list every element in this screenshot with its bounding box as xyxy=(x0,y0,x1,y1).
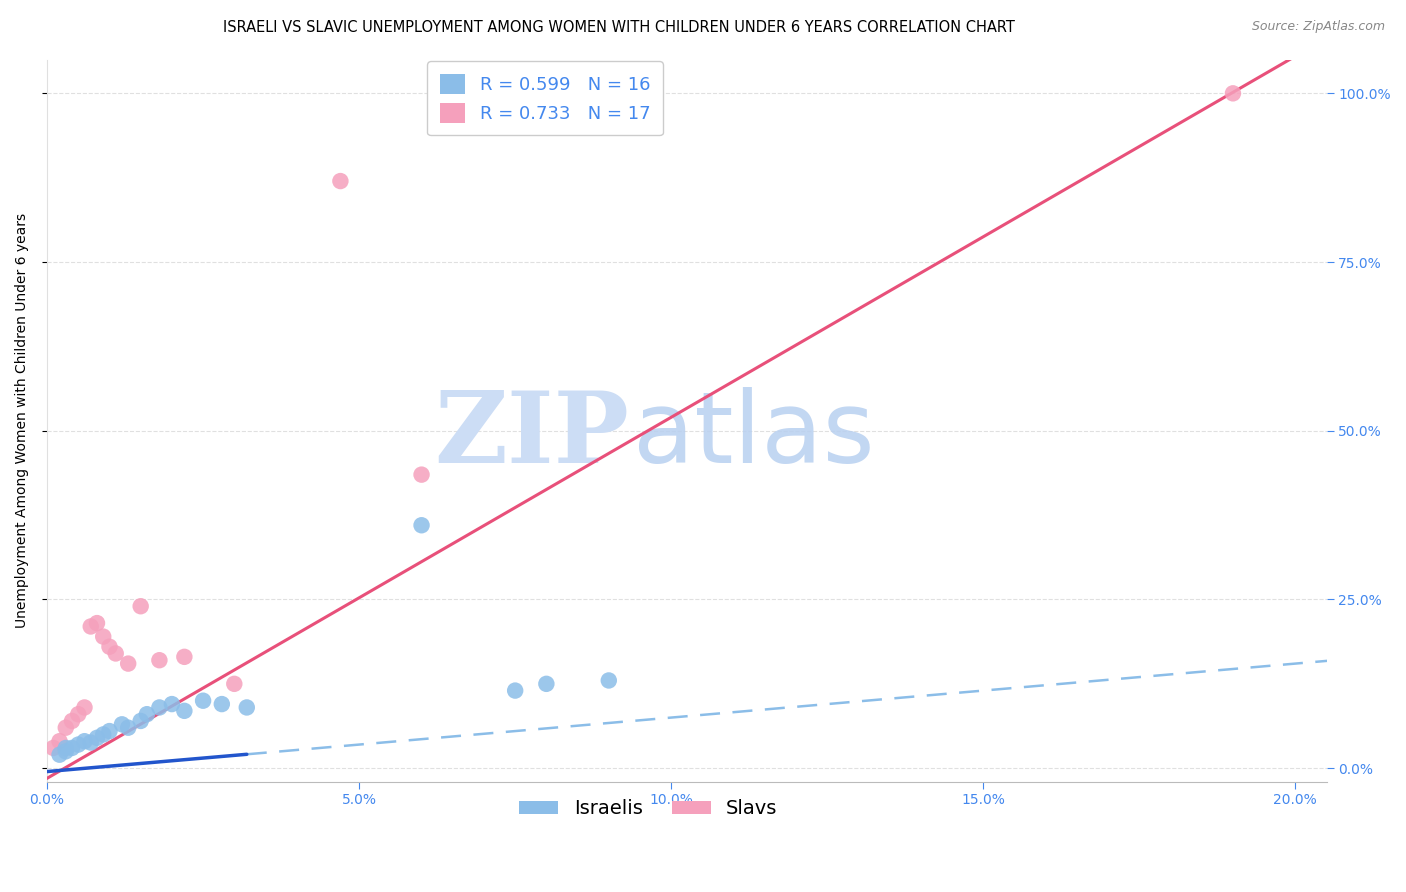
Point xyxy=(503,683,526,698)
Text: ISRAELI VS SLAVIC UNEMPLOYMENT AMONG WOMEN WITH CHILDREN UNDER 6 YEARS CORRELATI: ISRAELI VS SLAVIC UNEMPLOYMENT AMONG WOM… xyxy=(222,20,1015,35)
Point xyxy=(236,700,259,714)
Point xyxy=(80,735,103,749)
Point xyxy=(60,714,83,728)
Point xyxy=(117,721,139,735)
Point xyxy=(48,734,70,748)
Point xyxy=(211,697,233,711)
Point xyxy=(86,616,108,631)
Point xyxy=(224,677,246,691)
Point xyxy=(48,747,70,762)
Point xyxy=(129,714,152,728)
Point xyxy=(148,653,170,667)
Point xyxy=(98,724,121,739)
Point xyxy=(129,599,152,614)
Point xyxy=(135,707,157,722)
Point xyxy=(117,657,139,671)
Point xyxy=(55,744,77,758)
Point xyxy=(1222,87,1244,101)
Text: ZIP: ZIP xyxy=(434,386,630,483)
Point xyxy=(536,677,558,691)
Point xyxy=(80,619,103,633)
Point xyxy=(411,467,433,482)
Legend: Israelis, Slavs: Israelis, Slavs xyxy=(512,791,786,826)
Point xyxy=(60,741,83,756)
Y-axis label: Unemployment Among Women with Children Under 6 years: Unemployment Among Women with Children U… xyxy=(15,213,30,628)
Text: Source: ZipAtlas.com: Source: ZipAtlas.com xyxy=(1251,20,1385,33)
Point xyxy=(191,694,214,708)
Point xyxy=(598,673,620,688)
Point xyxy=(55,741,77,756)
Point xyxy=(55,721,77,735)
Point xyxy=(86,731,108,745)
Point xyxy=(42,741,65,756)
Point xyxy=(173,649,195,664)
Point xyxy=(73,734,96,748)
Point xyxy=(67,707,90,722)
Point xyxy=(160,697,183,711)
Text: atlas: atlas xyxy=(633,386,875,483)
Point xyxy=(104,647,127,661)
Point xyxy=(173,704,195,718)
Point xyxy=(98,640,121,654)
Point xyxy=(73,700,96,714)
Point xyxy=(67,738,90,752)
Point xyxy=(329,174,352,188)
Point xyxy=(91,727,114,741)
Point xyxy=(148,700,170,714)
Point xyxy=(111,717,134,731)
Point xyxy=(411,518,433,533)
Point xyxy=(91,630,114,644)
